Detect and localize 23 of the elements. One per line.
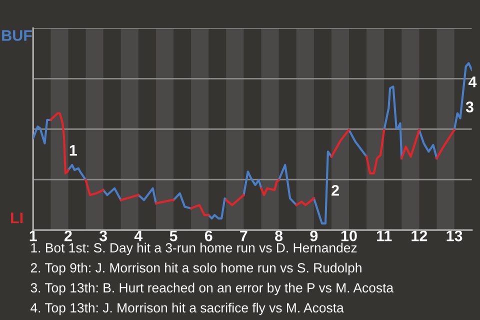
x-tick-label: 1: [30, 230, 37, 242]
x-tick-label: 5: [170, 230, 178, 242]
annotation: 2: [332, 184, 339, 196]
x-tick-label: 4: [134, 230, 143, 242]
x-tick-label: 13: [446, 230, 462, 242]
annotation: 1: [70, 145, 77, 156]
text: 4. Top 13th: J. Morrison hit a sacrifice fly vs M. Acosta: [30, 302, 344, 316]
x-tick-label: 8: [275, 230, 283, 242]
text: BUF: [2, 30, 32, 41]
x-tick-label: 9: [310, 230, 318, 242]
x-tick-label: 7: [240, 230, 248, 242]
text: 3. Top 13th: B. Hurt reached on an error by the P vs M. Acosta: [30, 282, 394, 296]
annotation: 3: [466, 102, 474, 112]
text: LI: [11, 212, 23, 224]
x-tick-label: 12: [412, 230, 428, 242]
x-tick-label: 3: [99, 230, 108, 242]
text: 2. Top 9th: J. Morrison hit a solo home run vs S. Rudolph: [30, 262, 362, 276]
x-tick-label: 2: [64, 230, 72, 242]
text: 1. Bot 1st: S. Day hit a 3-run home run vs D. Hernandez: [31, 242, 357, 256]
x-tick-label: 10: [341, 230, 357, 242]
x-tick-label: 11: [376, 230, 392, 242]
annotation: 4: [468, 76, 477, 88]
x-tick-label: 6: [204, 230, 212, 242]
